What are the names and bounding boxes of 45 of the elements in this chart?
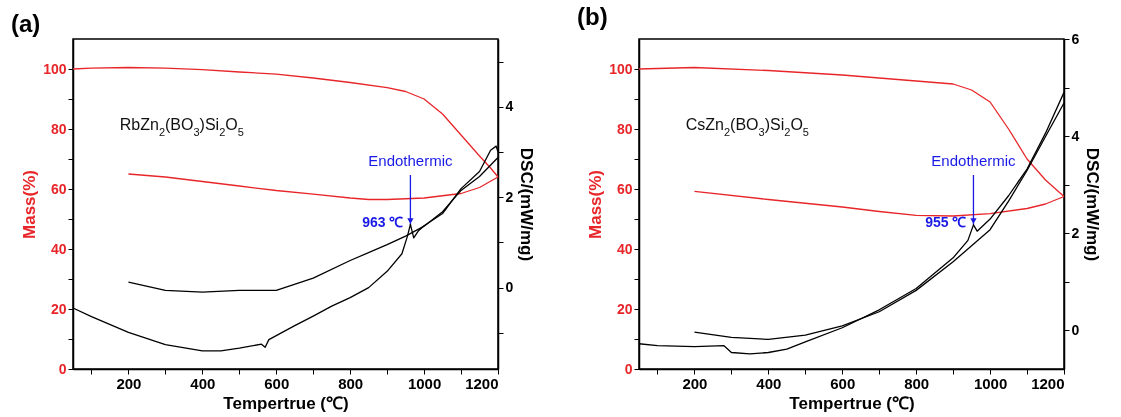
y2-tick-label: 4 <box>505 98 514 115</box>
x-tick-label: 1000 <box>973 374 1008 392</box>
x-tick-label: 400 <box>756 374 782 392</box>
y2-tick-label: 4 <box>1071 127 1080 144</box>
annotation: Endothermic <box>368 152 454 169</box>
y-axis-title: Mass(%) <box>586 170 606 239</box>
y-tick-label: 100 <box>609 60 633 77</box>
y-tick-label: 60 <box>50 180 67 197</box>
x-tick-label: 1000 <box>407 374 442 392</box>
x-tick-label: 600 <box>830 374 856 392</box>
y2-tick-label: 6 <box>1071 30 1080 47</box>
y-tick-label: 0 <box>624 360 633 377</box>
y-tick-label: 0 <box>58 360 67 377</box>
x-axis-title: Tempertrue (℃) <box>789 393 915 413</box>
y-tick-label: 80 <box>616 120 633 137</box>
y-tick-label: 20 <box>50 300 67 317</box>
y2-tick-label: 2 <box>505 188 514 205</box>
annotation: 963 ℃ <box>362 214 404 230</box>
x-axis-title: Tempertrue (℃) <box>223 393 349 413</box>
x-tick-label: 1200 <box>1031 374 1065 392</box>
y2-axis-title: DSC/(mW/mg) <box>1083 147 1103 262</box>
annotation: 955 ℃ <box>925 214 967 230</box>
y-tick-label: 100 <box>43 60 67 77</box>
chart-title: (b) <box>577 3 608 30</box>
y-tick-label: 40 <box>50 240 67 257</box>
x-tick-label: 600 <box>264 374 290 392</box>
y2-axis-title: DSC/(mW/mg) <box>517 147 537 262</box>
y-tick-label: 20 <box>616 300 633 317</box>
y-tick-label: 60 <box>616 180 633 197</box>
annotation: RbZn$_{2}$(BO$_{3}$)Si$_{2}$O$_{5}$ <box>119 115 244 138</box>
y2-tick-label: 0 <box>505 279 514 296</box>
y2-tick-label: 0 <box>1071 321 1080 338</box>
x-tick-label: 400 <box>190 374 216 392</box>
y-axis-title: Mass(%) <box>20 170 40 239</box>
y-tick-label: 80 <box>50 120 67 137</box>
annotation: Endothermic <box>931 152 1017 169</box>
x-tick-label: 200 <box>116 374 142 392</box>
x-tick-label: 800 <box>338 374 364 392</box>
y-tick-label: 40 <box>616 240 633 257</box>
x-tick-label: 1200 <box>465 374 499 392</box>
x-tick-label: 200 <box>682 374 708 392</box>
y2-tick-label: 2 <box>1071 224 1080 241</box>
chart-title: (a) <box>11 10 41 37</box>
annotation: CsZn$_{2}$(BO$_{3}$)Si$_{2}$O$_{5}$ <box>685 115 809 138</box>
x-tick-label: 800 <box>904 374 930 392</box>
